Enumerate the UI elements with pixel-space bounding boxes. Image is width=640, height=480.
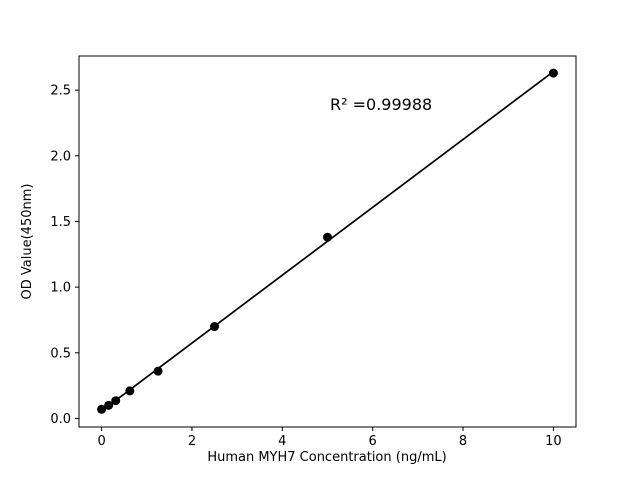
x-tick-label: 2: [188, 434, 196, 449]
y-tick-label: 0.5: [50, 346, 71, 361]
r-squared-annotation: R² =0.99988: [330, 95, 432, 114]
x-tick-label: 6: [369, 434, 377, 449]
data-point: [111, 396, 121, 406]
y-tick-label: 1.0: [50, 281, 71, 296]
data-point: [125, 386, 135, 396]
x-tick-label: 8: [459, 434, 467, 449]
x-tick-label: 10: [545, 434, 562, 449]
x-axis-ticks: 0 2 4 6 8 10: [97, 427, 562, 449]
y-tick-label: 0.0: [50, 412, 71, 427]
data-points-layer: [97, 68, 558, 414]
y-tick-label: 2.5: [50, 84, 71, 99]
data-point: [97, 404, 107, 414]
x-axis-label: Human MYH7 Concentration (ng/mL): [207, 450, 446, 465]
data-point: [104, 400, 114, 410]
y-tick-label: 2.0: [50, 149, 71, 164]
data-point: [548, 68, 558, 78]
y-axis-ticks: 0.0 0.5 1.0 1.5 2.0 2.5: [50, 84, 79, 427]
y-axis-label: OD Value(450nm): [20, 184, 35, 300]
data-point: [210, 322, 220, 332]
data-point: [323, 232, 332, 242]
y-tick-label: 1.5: [50, 215, 71, 230]
x-tick-label: 0: [97, 434, 105, 449]
x-tick-label: 4: [278, 434, 286, 449]
data-point: [153, 366, 163, 376]
